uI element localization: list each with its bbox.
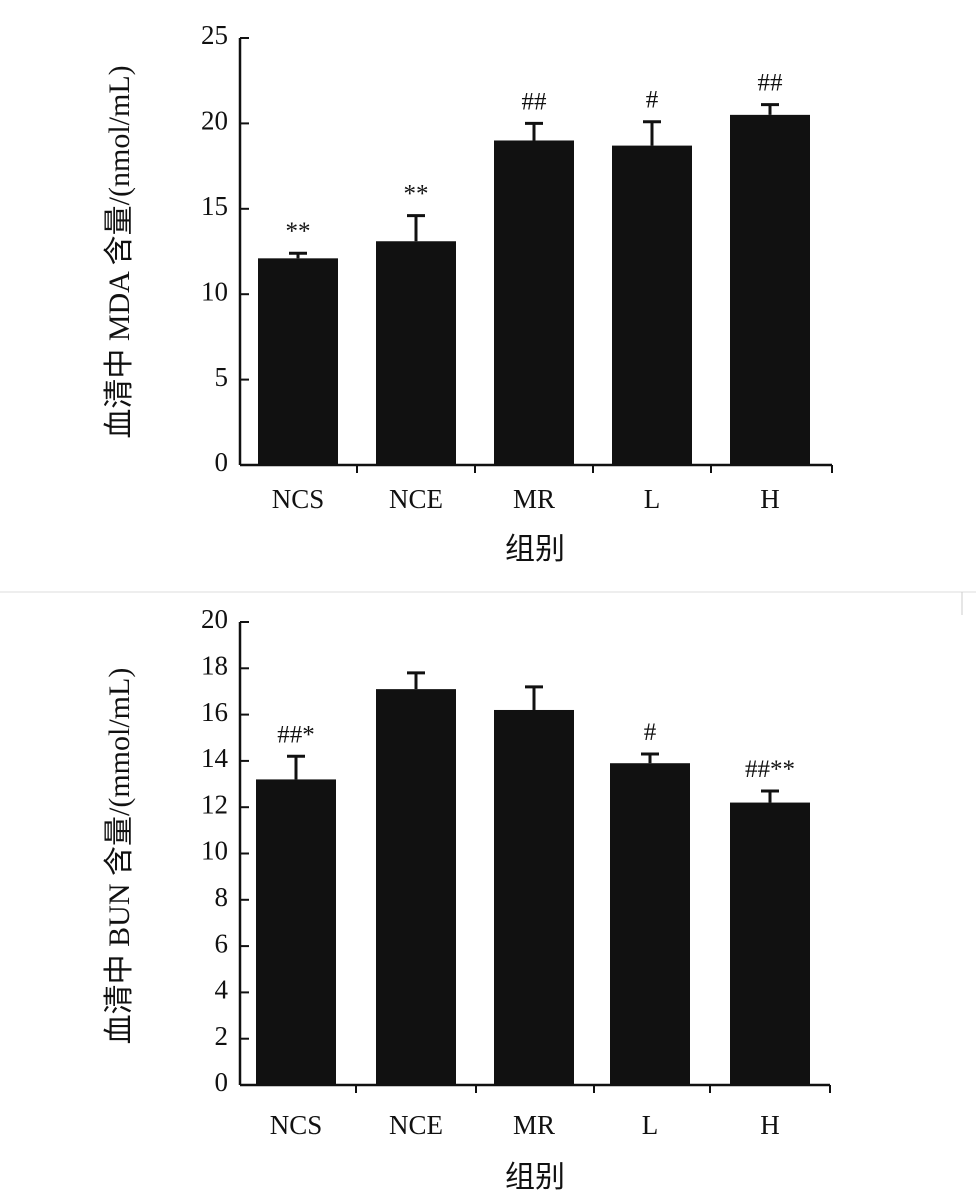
bun-y-tick-label: 8 [215,882,229,912]
mda-x-tick-label: MR [513,484,555,514]
bun-significance-ncs: ##* [277,721,315,748]
mda-significance-ncs: ** [286,218,311,245]
mda-y-tick-label: 20 [201,106,228,136]
mda-bar-mr [494,140,574,466]
bun-y-tick-label: 10 [201,836,228,866]
mda-x-tick-label: H [760,484,780,514]
bun-x-tick-label: NCE [389,1110,443,1140]
bun-y-tick-label: 20 [201,604,228,634]
mda-chart: 血清中 MDA 含量/(nmol/mL) 组别 0 5 10 15 20 25 ** NCS *… [103,20,833,566]
mda-bar-ncs [258,258,338,465]
bun-y-tick-label: 2 [215,1021,229,1051]
bun-bar-mr [494,709,574,1085]
bun-bar-h [730,802,810,1085]
bun-bar-nce [376,689,456,1085]
mda-significance-l: # [646,87,659,114]
mda-y-tick-label: 25 [201,20,228,50]
bun-x-tick-label: NCS [270,1110,323,1140]
bun-bar-l [610,763,690,1085]
bun-x-tick-label: H [760,1110,780,1140]
bun-y-tick-label: 4 [215,975,229,1005]
mda-x-tick-label: NCS [272,484,325,514]
bun-chart: 血清中 BUN 含量/(mmol/mL) 组别 0 2 4 6 8 10 12 14 16 18 2… [103,604,831,1194]
bun-x-axis-title: 组别 [505,1161,565,1194]
mda-x-axis-title: 组别 [505,533,565,566]
mda-significance-h: ## [758,70,784,97]
mda-bar-nce [376,241,456,465]
bun-significance-l: # [644,719,657,746]
bun-bar-ncs [256,779,336,1085]
bun-y-tick-label: 18 [201,651,228,681]
mda-y-tick-label: 0 [215,447,229,477]
bun-significance-h: ##** [745,756,795,783]
mda-y-tick-label: 15 [201,191,228,221]
mda-y-tick-label: 5 [215,362,229,392]
mda-y-tick-label: 10 [201,276,228,306]
bun-y-axis-title: 血清中 BUN 含量/(mmol/mL) [103,668,136,1045]
bun-y-tick-label: 6 [215,928,229,958]
mda-bar-h [730,114,810,466]
bun-y-tick-label: 12 [201,789,228,819]
bun-y-tick-label: 0 [215,1067,229,1097]
bun-y-tick-label: 16 [201,697,228,727]
mda-significance-mr: ## [522,88,548,115]
bun-x-tick-label: MR [513,1110,555,1140]
bun-x-tick-label: L [642,1110,659,1140]
mda-bar-l [612,145,692,465]
mda-y-axis-title: 血清中 MDA 含量/(nmol/mL) [103,65,136,438]
mda-x-tick-label: NCE [389,484,443,514]
mda-x-tick-label: L [644,484,661,514]
bun-y-tick-label: 14 [201,743,229,773]
mda-significance-nce: ** [404,181,429,208]
